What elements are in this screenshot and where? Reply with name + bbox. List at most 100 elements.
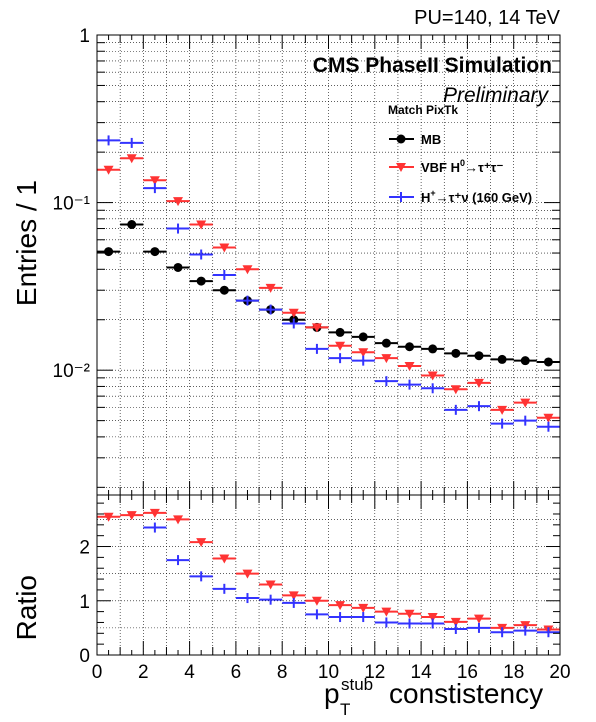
x-axis-title-superscript: stub [341,675,373,694]
x-tick-label: 0 [92,662,103,683]
main-point [149,176,160,186]
ratio-ticks [96,495,561,656]
ratio-point [288,591,299,601]
main-point [335,341,346,351]
ratio-point [450,617,461,627]
main-y-axis-title: Entries / 1 [11,180,42,306]
energy-label: PU=140, 14 TeV [414,7,561,29]
main-point [497,405,508,415]
main-point [427,371,438,381]
main-point [450,385,461,395]
main-point [196,276,206,286]
ratio-point [404,609,415,619]
main-point [103,165,114,175]
main-point [451,348,461,358]
main-point [150,247,160,257]
main-point [196,220,207,230]
ratio-point [311,596,322,606]
x-tick-label: 2 [138,662,149,683]
legend-vbf-label: VBF H0→τ⁺τ⁻ [421,158,503,175]
main-point [520,398,531,408]
legend-entry-mb: MB [389,132,441,147]
main-y-tick-label: 10⁻¹ [53,194,91,215]
x-tick-label: 8 [277,662,288,683]
ratio-point [358,603,369,613]
main-series-1 [97,154,560,423]
main-point [358,348,369,358]
x-axis-title-subscript: T [340,700,350,719]
ratio-y-tick-label: 0 [79,646,90,667]
ratio-y-tick-label: 2 [79,538,90,559]
main-point [358,332,368,342]
x-tick-label: 18 [503,662,524,683]
main-point [428,344,438,354]
x-tick-label: 20 [549,662,570,683]
main-point [473,378,484,388]
legend-mb-label: MB [421,132,441,147]
main-point [543,413,554,423]
ratio-y-tick-label: 1 [79,592,90,613]
ratio-point [126,511,137,521]
ratio-point [427,613,438,623]
ratio-point [381,607,392,617]
main-point [219,285,229,295]
legend-title: Match PixTk [388,103,458,117]
main-series-0 [97,220,560,367]
ratio-point [103,512,114,522]
ratio-point [473,614,484,624]
ratio-y-axis-title: Ratio [11,575,42,640]
x-tick-label: 16 [457,662,478,683]
main-point [173,262,183,272]
x-tick-label: 6 [231,662,242,683]
experiment-label: CMS PhaseII Simulation [313,54,552,77]
main-point [219,243,230,253]
ratio-point [242,569,253,579]
legend-entry-vbf: VBF H0→τ⁺τ⁻ [389,158,503,175]
ratio-point [219,554,230,564]
main-point [265,283,276,293]
legend-mb-marker [396,134,406,144]
ratio-point [265,580,276,590]
main-point [288,308,299,318]
ratio-point [335,601,346,611]
x-tick-label: 14 [411,662,433,683]
main-point [242,265,253,275]
main-point [543,357,553,367]
main-point [104,247,114,257]
ratio-series-layer [97,508,560,638]
ratio-point [149,508,160,518]
status-label: Preliminary [443,84,550,107]
x-tick-label: 10 [318,662,339,683]
main-y-tick-label: 1 [79,26,90,47]
main-point [405,342,415,352]
main-point [126,154,137,164]
main-point [404,361,415,371]
main-point [474,351,484,361]
x-tick-label: 12 [364,662,385,683]
x-tick-label: 4 [184,662,195,683]
legend: Match PixTk MB VBF H0→τ⁺τ⁻ H+→τ⁺ν (160 G… [388,103,532,205]
legend-hplus-label: H+→τ⁺ν (160 GeV) [421,188,532,205]
main-point [335,327,345,337]
main-point [173,197,184,207]
main-point [381,354,392,364]
ratio-point [196,538,207,548]
legend-entry-hplus: H+→τ⁺ν (160 GeV) [389,188,532,205]
ratio-series-0 [97,508,560,635]
main-point [381,338,391,348]
x-axis-title-p: p [324,678,340,709]
x-axis-title: p stub T constistency [324,675,543,719]
x-axis-title-text: constistency [389,678,543,709]
main-point [311,323,322,333]
main-ticks [96,35,561,495]
ratio-series-1 [143,522,560,638]
main-series-2 [97,135,560,432]
main-series-layer [97,135,560,432]
main-point [127,220,137,230]
main-point [497,354,507,364]
legend-vbf-marker [396,163,406,172]
main-y-tick-label: 10⁻² [53,361,91,382]
main-point [520,356,530,366]
